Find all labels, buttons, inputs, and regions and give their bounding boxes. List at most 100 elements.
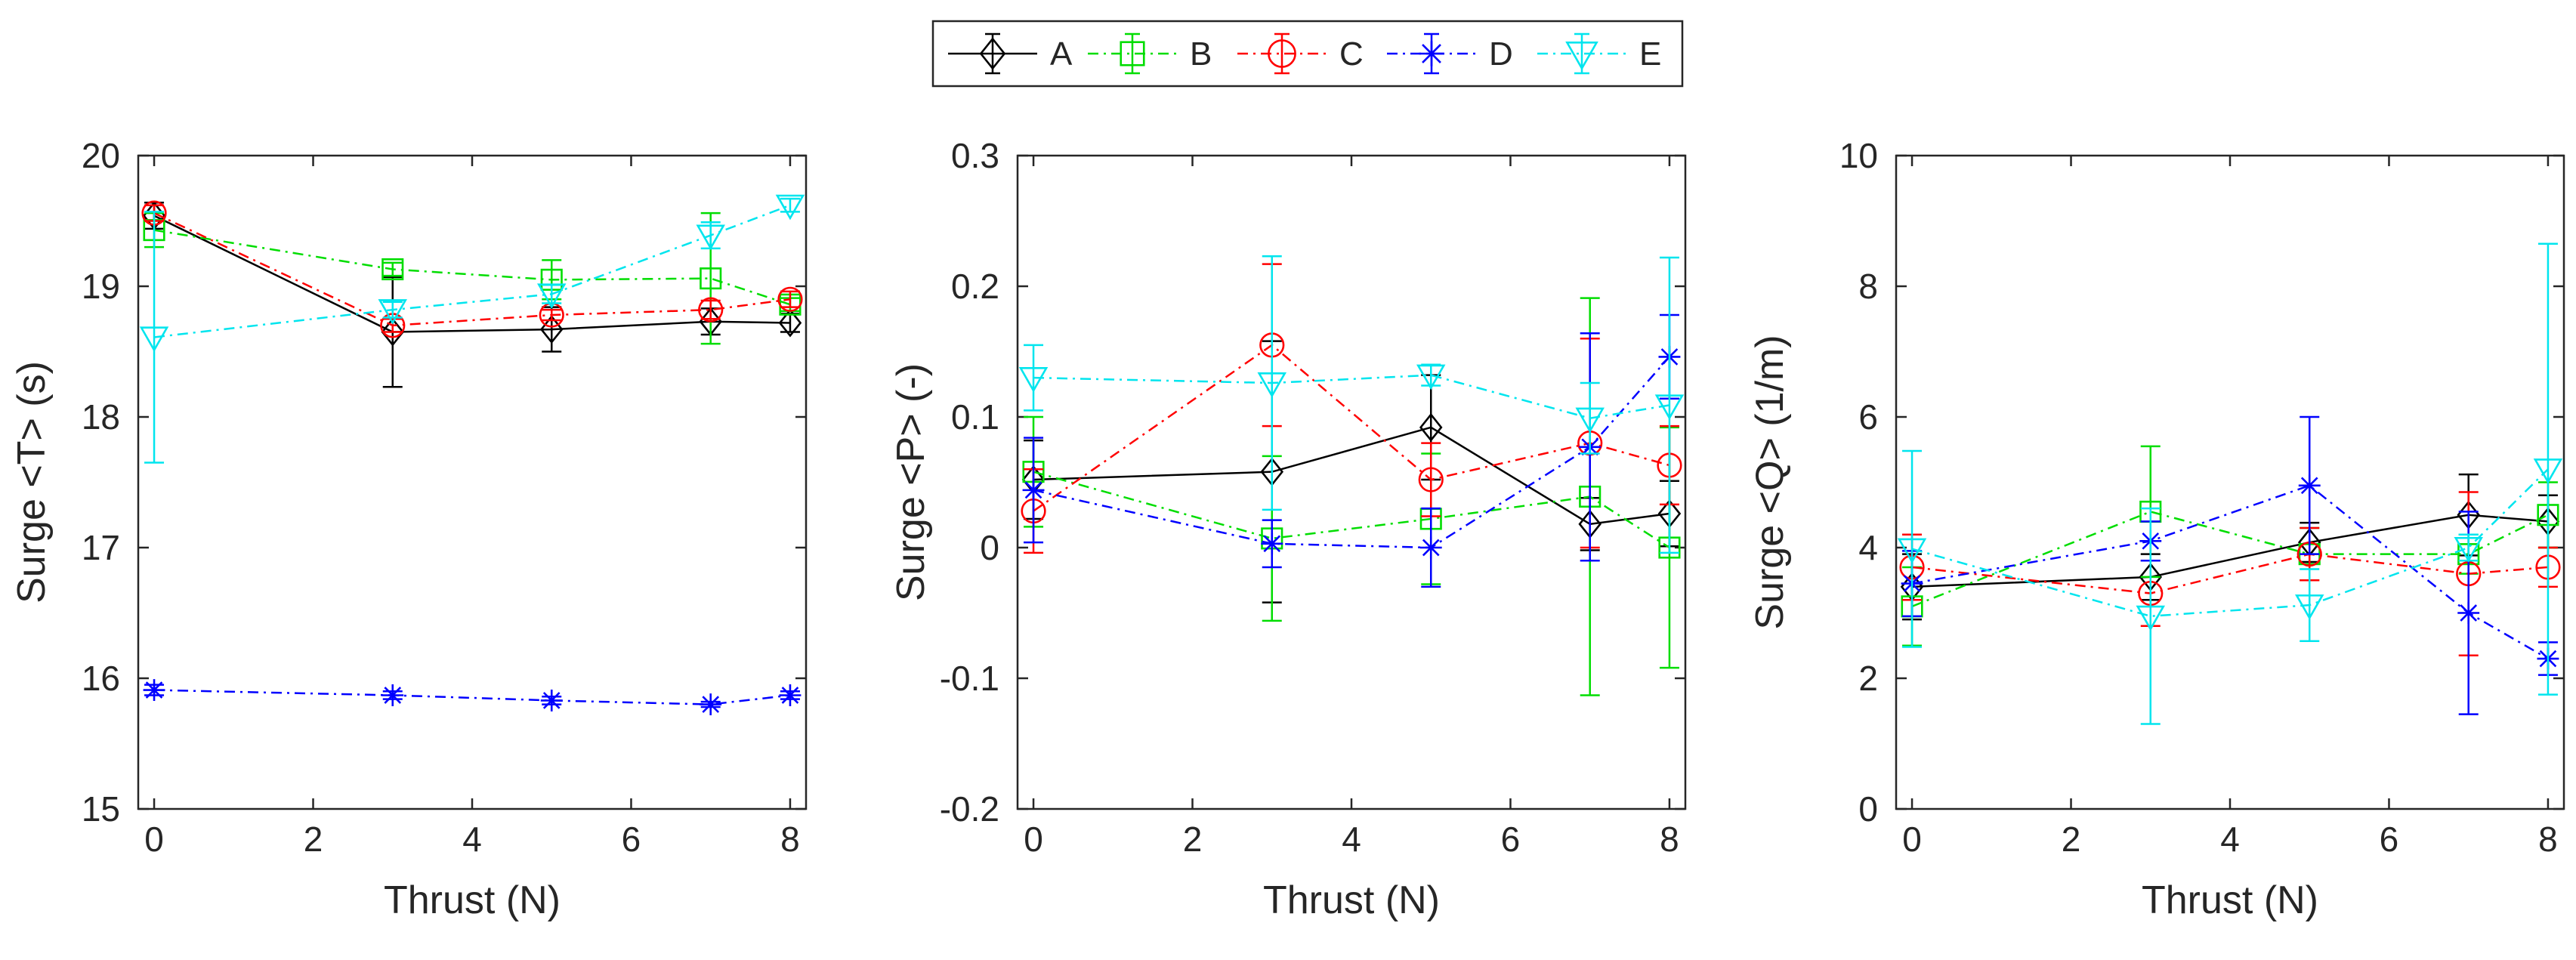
legend-entry-c[interactable]: C bbox=[1237, 32, 1364, 75]
data-point-d bbox=[1419, 536, 1442, 559]
series-line-b bbox=[1911, 511, 2549, 608]
series-e bbox=[1897, 242, 2563, 725]
legend-label-e: E bbox=[1639, 35, 1661, 73]
x-axis-label: Thrust (N) bbox=[1263, 878, 1440, 922]
data-point-d bbox=[700, 693, 722, 716]
y-tick-label: -0.1 bbox=[940, 659, 999, 698]
legend[interactable]: A B C D E bbox=[931, 20, 1684, 88]
x-tick-label: 0 bbox=[1902, 820, 1922, 859]
plot-area bbox=[1895, 154, 2565, 810]
data-point-d bbox=[779, 684, 802, 706]
series-c bbox=[141, 200, 803, 338]
legend-label-a: A bbox=[1050, 35, 1073, 73]
x-axis-label: Thrust (N) bbox=[384, 878, 561, 922]
y-tick-label: 0.2 bbox=[951, 267, 999, 306]
y-tick-label: 6 bbox=[1858, 397, 1878, 437]
x-tick-label: 2 bbox=[1183, 820, 1203, 859]
y-tick-label: 4 bbox=[1858, 528, 1878, 567]
y-tick-label: 19 bbox=[82, 267, 120, 306]
data-point-e bbox=[378, 299, 408, 325]
legend-marker-d bbox=[1419, 41, 1444, 66]
legend-entry-a[interactable]: A bbox=[948, 32, 1073, 75]
y-tick-label: 17 bbox=[82, 528, 120, 567]
data-point-a bbox=[778, 308, 802, 338]
data-point-c bbox=[777, 286, 803, 312]
x-tick-label: 8 bbox=[780, 820, 800, 859]
x-tick-label: 8 bbox=[1660, 820, 1679, 859]
legend-marker-a bbox=[979, 37, 1006, 70]
plot-area bbox=[137, 154, 808, 810]
data-point-a bbox=[1419, 412, 1443, 442]
x-tick-label: 0 bbox=[1024, 820, 1043, 859]
data-point-e bbox=[1257, 372, 1287, 398]
y-tick-label: 16 bbox=[82, 659, 120, 698]
data-point-b bbox=[381, 258, 404, 281]
series-line-e bbox=[1033, 374, 1670, 420]
legend-marker-b bbox=[1120, 41, 1145, 66]
data-point-a bbox=[381, 317, 405, 347]
legend-marker-e bbox=[1565, 42, 1598, 71]
data-point-e bbox=[2294, 594, 2324, 620]
plot-area bbox=[1016, 154, 1687, 810]
data-point-e bbox=[1018, 367, 1049, 393]
panel-surge-q: 0 2 4 6 8 0 2 4 6 8 10 Thrust (N) Surge <Q> (1/m) bbox=[1748, 136, 2565, 922]
y-axis-label: Surge <Q> (1/m) bbox=[1748, 335, 1792, 629]
x-tick-label: 6 bbox=[2380, 820, 2399, 859]
y-tick-label: 20 bbox=[82, 136, 120, 175]
series-e bbox=[139, 194, 805, 464]
data-point-e bbox=[1416, 364, 1446, 390]
x-tick-label: 4 bbox=[462, 820, 482, 859]
legend-label-c: C bbox=[1339, 35, 1364, 73]
legend-entry-e[interactable]: E bbox=[1537, 32, 1661, 75]
x-tick-label: 4 bbox=[1342, 820, 1361, 859]
legend-entry-b[interactable]: B bbox=[1088, 32, 1212, 75]
data-point-e bbox=[2533, 458, 2563, 484]
data-point-c bbox=[698, 297, 724, 323]
data-point-e bbox=[2454, 536, 2483, 563]
y-tick-label: 0.1 bbox=[951, 397, 999, 437]
panel-surge-t: 0 2 4 6 8 15 16 17 18 19 20 Thrust (N) Surge <T> (s) bbox=[10, 136, 808, 922]
x-tick-label: 0 bbox=[144, 820, 164, 859]
y-tick-label: 0.3 bbox=[951, 136, 999, 175]
y-tick-label: 0 bbox=[1858, 789, 1878, 829]
data-point-c bbox=[1418, 467, 1444, 492]
data-point-e bbox=[2136, 605, 2166, 631]
y-axis-label: Surge <P> (-) bbox=[889, 363, 933, 601]
data-point-e bbox=[139, 326, 169, 353]
data-point-d bbox=[2298, 474, 2321, 497]
data-point-e bbox=[1575, 407, 1605, 434]
series-e bbox=[1018, 255, 1685, 554]
legend-label-b: B bbox=[1190, 35, 1212, 73]
x-tick-label: 2 bbox=[2062, 820, 2081, 859]
series-d bbox=[143, 679, 802, 716]
y-tick-label: 0 bbox=[980, 528, 999, 567]
data-point-b bbox=[700, 267, 722, 290]
x-tick-label: 6 bbox=[622, 820, 641, 859]
x-tick-label: 6 bbox=[1501, 820, 1521, 859]
panel-surge-p: 0 2 4 6 8 -0.2 -0.1 0 0.1 0.2 0.3 Thrust (N) Surge <… bbox=[889, 136, 1687, 922]
data-point-d bbox=[143, 679, 165, 702]
x-axis-label: Thrust (N) bbox=[2142, 878, 2318, 922]
y-axis-label: Surge <T> (s) bbox=[10, 361, 54, 603]
data-point-d bbox=[1022, 479, 1045, 502]
data-point-d bbox=[1261, 532, 1283, 555]
y-tick-label: 8 bbox=[1858, 267, 1878, 306]
y-tick-label: 2 bbox=[1858, 659, 1878, 698]
legend-entry-d[interactable]: D bbox=[1387, 32, 1513, 75]
y-tick-label: 15 bbox=[82, 789, 120, 829]
data-point-d bbox=[2457, 602, 2480, 624]
x-tick-label: 2 bbox=[304, 820, 323, 859]
data-point-e bbox=[775, 194, 805, 221]
data-point-e bbox=[1654, 394, 1685, 421]
data-point-d bbox=[381, 684, 404, 706]
x-tick-label: 8 bbox=[2538, 820, 2558, 859]
data-point-e bbox=[536, 283, 567, 310]
data-point-e bbox=[696, 224, 725, 251]
y-tick-label: 18 bbox=[82, 397, 120, 437]
x-tick-label: 4 bbox=[2220, 820, 2240, 859]
legend-marker-c bbox=[1268, 39, 1296, 68]
legend-items: A B C D E bbox=[948, 32, 1661, 75]
y-tick-label: 10 bbox=[1839, 136, 1878, 175]
data-point-e bbox=[1897, 538, 1927, 564]
